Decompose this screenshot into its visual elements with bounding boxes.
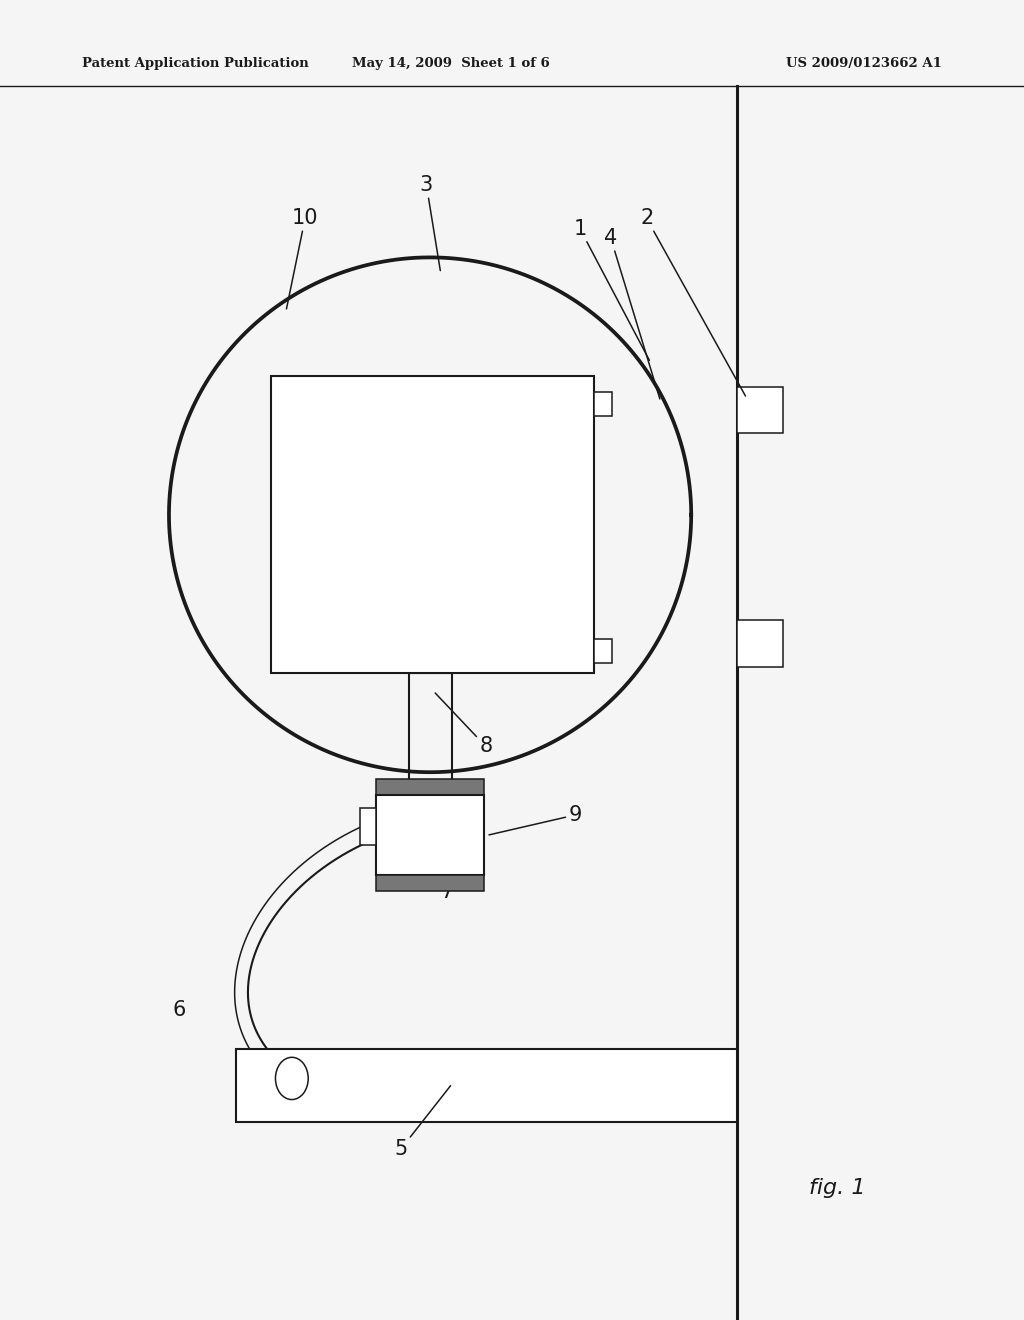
Bar [360,808,377,845]
Text: Patent Application Publication: Patent Application Publication [82,57,308,70]
Text: 10: 10 [287,209,318,309]
Text: 4: 4 [604,228,659,399]
Text: 1: 1 [573,219,649,360]
Bar [737,620,783,667]
Text: 5: 5 [394,1085,451,1159]
Bar [377,875,483,891]
Text: 8: 8 [435,693,493,756]
Bar [594,392,612,416]
Text: fig. 1: fig. 1 [809,1177,865,1199]
Text: US 2009/0123662 A1: US 2009/0123662 A1 [786,57,942,70]
Circle shape [275,1057,308,1100]
Text: 9: 9 [489,805,582,836]
Text: 3: 3 [420,176,440,271]
Bar [377,779,483,795]
Text: 7: 7 [430,836,454,902]
Bar [377,795,483,875]
Bar [594,639,612,663]
Bar [236,1049,737,1122]
Bar [737,387,783,433]
Text: May 14, 2009  Sheet 1 of 6: May 14, 2009 Sheet 1 of 6 [351,57,550,70]
Text: 2: 2 [640,209,745,396]
Text: 6: 6 [172,999,186,1020]
Bar [271,376,594,673]
